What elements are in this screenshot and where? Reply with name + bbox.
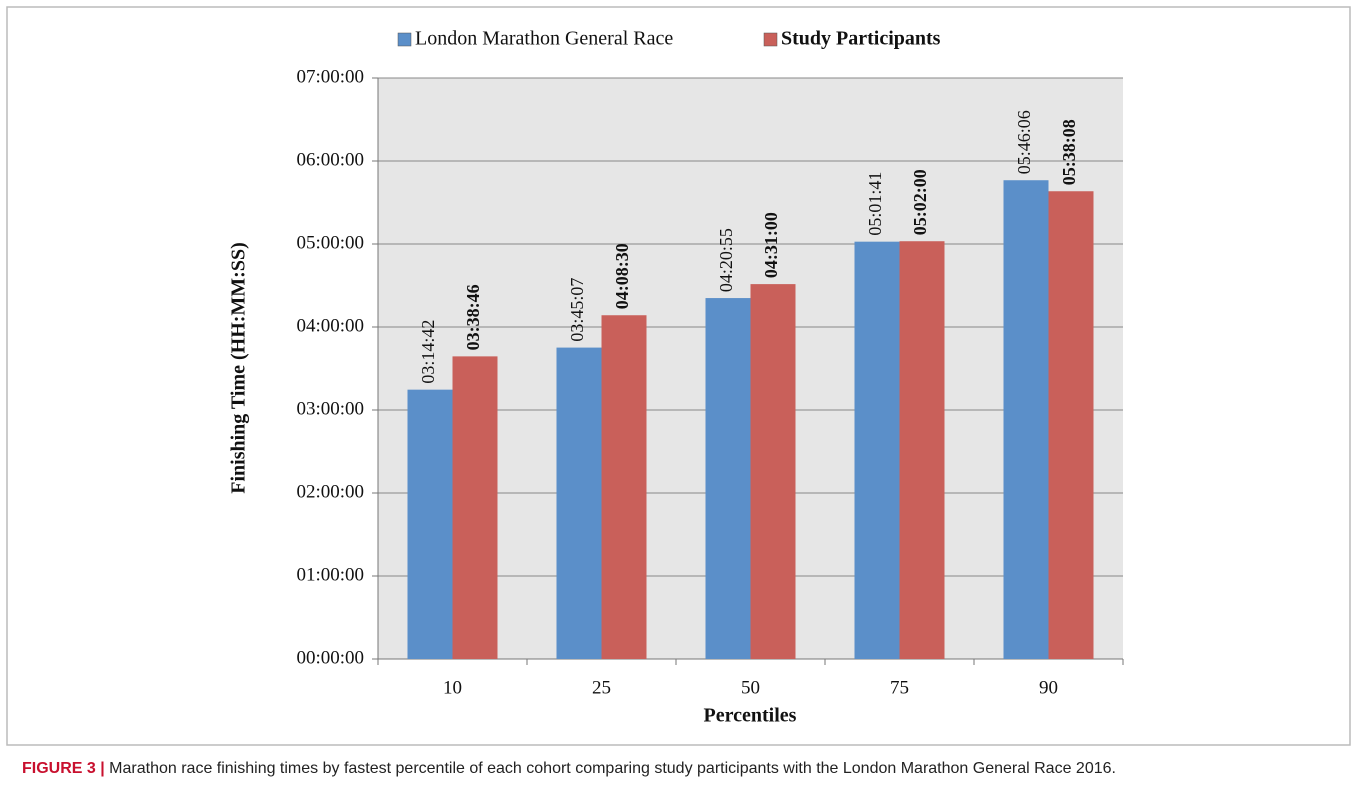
y-axis-title: Finishing Time (HH:MM:SS) xyxy=(228,242,250,494)
value-label: 05:01:41 xyxy=(865,172,885,236)
y-tick-label: 05:00:00 xyxy=(296,232,364,253)
x-tick-label: 75 xyxy=(890,677,909,698)
legend-swatch xyxy=(397,32,412,47)
x-tick-label: 50 xyxy=(741,677,760,698)
y-tick-label: 06:00:00 xyxy=(296,149,364,170)
value-label: 04:20:55 xyxy=(716,228,736,292)
value-label: 03:45:07 xyxy=(567,278,587,342)
y-tick-label: 01:00:00 xyxy=(296,564,364,585)
bar xyxy=(452,356,498,659)
figure-border xyxy=(6,6,1351,746)
value-label: 04:31:00 xyxy=(761,212,781,278)
x-tick-label: 90 xyxy=(1039,677,1058,698)
bar xyxy=(556,347,602,659)
y-tick-label: 04:00:00 xyxy=(296,315,364,336)
y-tick-label: 00:00:00 xyxy=(296,647,364,668)
value-label: 05:38:08 xyxy=(1059,119,1079,185)
bar xyxy=(407,389,453,659)
legend-label: London Marathon General Race xyxy=(415,28,673,50)
bar xyxy=(705,298,751,659)
value-label: 04:08:30 xyxy=(612,243,632,309)
value-label: 05:46:06 xyxy=(1014,110,1034,174)
bar xyxy=(1048,191,1094,659)
bar xyxy=(1003,180,1049,659)
bar xyxy=(601,315,647,659)
y-tick-label: 03:00:00 xyxy=(296,398,364,419)
x-tick-label: 10 xyxy=(443,677,462,698)
bar xyxy=(899,241,945,659)
caption-text: Marathon race finishing times by fastest… xyxy=(109,760,1116,777)
value-label: 03:14:42 xyxy=(418,320,438,384)
y-tick-label: 02:00:00 xyxy=(296,481,364,502)
caption: FIGURE 3 | Marathon race finishing times… xyxy=(22,760,1342,778)
caption-label: FIGURE 3 | xyxy=(22,760,105,777)
bar xyxy=(750,284,796,659)
legend-swatch xyxy=(763,32,778,47)
legend-label: Study Participants xyxy=(781,28,941,50)
y-tick-label: 07:00:00 xyxy=(296,66,364,87)
x-tick-label: 25 xyxy=(592,677,611,698)
bar xyxy=(854,241,900,659)
value-label: 03:38:46 xyxy=(463,284,483,350)
value-label: 05:02:00 xyxy=(910,169,930,235)
x-axis-title: Percentiles xyxy=(704,705,797,727)
